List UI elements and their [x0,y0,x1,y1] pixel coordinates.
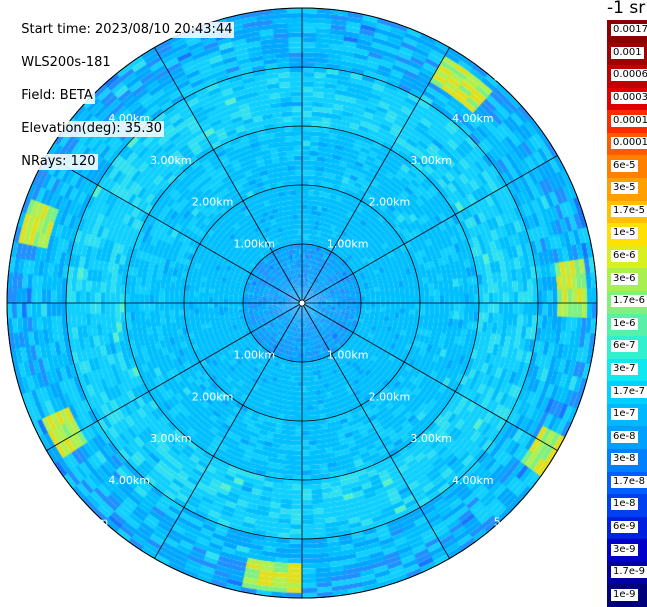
ring-label: 5.00km [67,70,109,83]
ring-label: 5.00km [494,70,536,83]
colorbar-tick-label: 3e-8 [611,453,638,466]
colorbar-tick-label: 6e-6 [611,250,638,263]
ring-label: 5.00km [494,516,536,529]
nrays-label: NRays: 120 [19,153,98,170]
colorbar-tick-label: 6e-5 [611,159,638,172]
ring-label: 2.00km [369,196,411,209]
instrument-label: WLS200s-181 [19,54,113,71]
ring-label: 3.00km [410,432,452,445]
colorbar-tick-label: 0.0003 [611,92,647,105]
azimuth-spoke [46,155,303,304]
field-label: Field: BETA [19,87,95,104]
colorbar-tick-label: 0.0001 [611,137,647,150]
azimuth-spoke [301,47,450,304]
ring-label: 4.00km [452,112,494,125]
colorbar-tick-label: 3e-9 [611,543,638,556]
ring-label: 2.00km [369,390,411,403]
colorbar-tick-label: 0.0006 [611,69,647,82]
colorbar-tick-label: 1.7e-9 [611,566,647,579]
radar-center-marker [298,299,306,307]
colorbar-units: -1 sr [607,0,646,18]
colorbar-tick-label: 6e-9 [611,520,638,533]
colorbar-tick-label: 1e-9 [611,588,638,601]
ring-label: 3.00km [150,432,192,445]
colorbar-tick-label: 1.7e-5 [611,204,647,217]
ring-label: 3.00km [410,154,452,167]
colorbar-tick-label: 0.0017 [611,24,647,37]
colorbar-tick-label: 1.7e-8 [611,475,647,488]
azimuth-spoke [154,302,303,559]
ring-label: 4.00km [452,474,494,487]
ring-label: 5.00km [67,516,109,529]
ring-label: 2.00km [192,196,234,209]
colorbar-tick-label: 6e-8 [611,430,638,443]
ring-label: 2.00km [192,390,234,403]
azimuth-spoke [154,47,303,304]
azimuth-spoke [301,302,558,451]
azimuth-spoke [46,302,303,451]
ring-label: 4.00km [108,474,150,487]
header-info: Start time: 2023/08/10 20:43:44 WLS200s-… [11,5,235,170]
colorbar: 0.0017 0.001 0.0006 0.0003 0.00017 0.0001 6e-5… [607,20,647,607]
colorbar-tick-label: 1.7e-7 [611,385,647,398]
ring-label: 1.00km [233,349,275,362]
colorbar-tick-label: 1e-6 [611,317,638,330]
ring-label: 3.00km [150,154,192,167]
colorbar-tick-label: 3e-7 [611,362,638,375]
azimuth-spoke [301,155,558,304]
start-time-label: Start time: 2023/08/10 20:43:44 [19,21,235,38]
ring-label: 1.00km [327,349,369,362]
colorbar-tick-label: 1e-5 [611,227,638,240]
azimuth-spoke [301,302,450,559]
colorbar-tick-label: 1e-8 [611,498,638,511]
ring-label: 1.00km [233,237,275,250]
colorbar-tick-label: 0.00017 [611,114,647,127]
ring-label: 1.00km [327,237,369,250]
colorbar-tick-label: 6e-7 [611,340,638,353]
colorbar-tick-label: 1.7e-6 [611,295,647,308]
elevation-label: Elevation(deg): 35.30 [19,120,165,137]
colorbar-tick-label: 1e-7 [611,408,638,421]
colorbar-tick-label: 3e-6 [611,272,638,285]
colorbar-tick-label: 3e-5 [611,182,638,195]
colorbar-tick-label: 0.001 [611,46,644,59]
